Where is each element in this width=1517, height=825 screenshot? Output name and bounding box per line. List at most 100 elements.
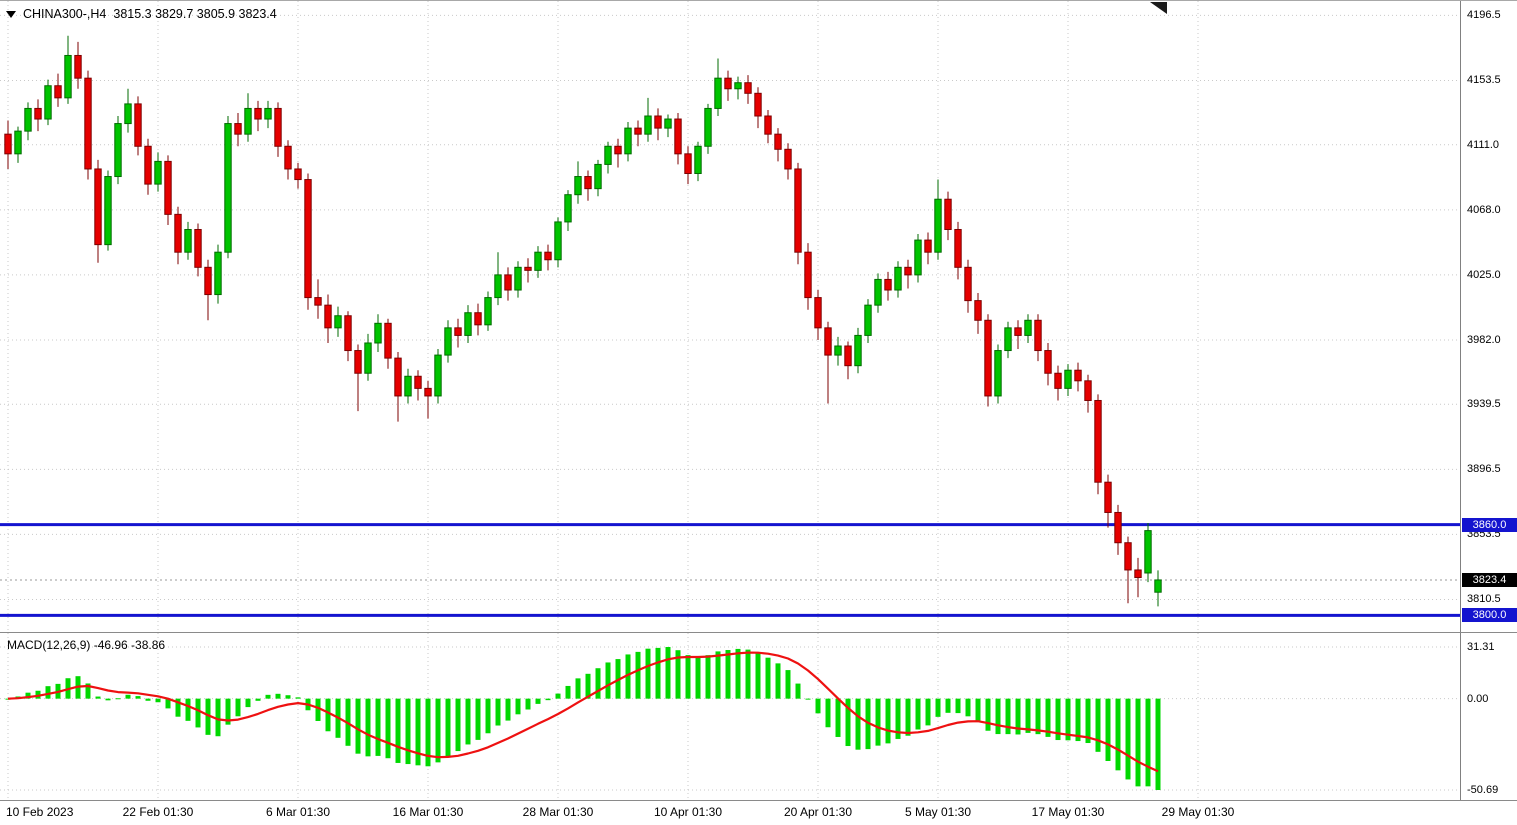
candle-bull	[714, 77, 722, 109]
macd-histogram-bar	[945, 698, 951, 713]
candle-bear	[794, 168, 802, 253]
macd-histogram-bar	[575, 678, 581, 699]
macd-histogram-bar	[665, 647, 671, 699]
candle-bear	[1114, 511, 1122, 544]
macd-histogram-bar	[1065, 698, 1071, 741]
candle-bear	[294, 168, 302, 181]
macd-histogram-bar	[235, 698, 241, 717]
candle-bear	[774, 133, 782, 150]
candle-bear	[354, 350, 362, 374]
price-axis-label: 4153.5	[1467, 74, 1501, 87]
macd-histogram-bar	[5, 698, 11, 700]
macd-histogram-bar	[385, 698, 391, 759]
macd-histogram-bar	[645, 648, 651, 699]
macd-histogram-bar	[1045, 698, 1051, 737]
macd-histogram-bar	[745, 649, 751, 699]
time-axis[interactable]: 10 Feb 2023 22 Feb 01:30 6 Mar 01:30 16 Mar…	[0, 801, 1517, 825]
macd-histogram-bar	[245, 698, 251, 708]
candle-bear	[904, 266, 912, 276]
current-price-badge: 3823.4	[1462, 572, 1517, 587]
candle-bear	[1044, 350, 1052, 374]
macd-histogram-bar	[815, 698, 821, 714]
price-axis-label: 3939.5	[1467, 398, 1501, 411]
candle-bull	[434, 354, 442, 397]
candle-bear	[84, 77, 92, 170]
panel-separator[interactable]	[0, 632, 1517, 633]
macd-axis[interactable]: 31.31 0.00 -50.69	[1460, 633, 1517, 800]
candle-bear	[824, 327, 832, 356]
macd-indicator-area[interactable]	[0, 633, 1460, 800]
macd-histogram-bar	[165, 698, 171, 709]
candle-bull	[224, 123, 232, 253]
macd-histogram-bar	[675, 650, 681, 699]
macd-histogram-bar	[695, 656, 701, 699]
candle-bear	[474, 312, 482, 326]
macd-histogram-bar	[485, 698, 491, 734]
candle-bull	[664, 118, 672, 129]
macd-histogram-bar	[1075, 698, 1081, 742]
macd-histogram-bar	[915, 698, 921, 730]
candle-bear	[744, 82, 752, 94]
macd-histogram-bar	[225, 698, 231, 725]
macd-histogram-bar	[825, 698, 831, 728]
macd-histogram-bar	[875, 698, 881, 746]
macd-histogram-bar	[265, 694, 271, 699]
price-axis-label: 4068.0	[1467, 203, 1501, 216]
macd-histogram-bar	[255, 698, 261, 701]
price-axis[interactable]: 4196.5 4153.5 4111.0 4068.0 4025.0 3982.0 3939…	[1460, 1, 1517, 632]
candle-bull	[184, 228, 192, 253]
macd-histogram-bar	[395, 698, 401, 763]
macd-histogram-bar	[885, 698, 891, 744]
macd-histogram-bar	[205, 698, 211, 735]
macd-histogram-bar	[755, 652, 761, 699]
candle-bull	[114, 123, 122, 178]
time-axis-label: 10 Apr 01:30	[653, 805, 723, 819]
price-chart-area[interactable]	[0, 1, 1460, 632]
price-axis-label: 3896.5	[1467, 463, 1501, 476]
macd-histogram-bar	[795, 683, 801, 699]
macd-histogram-bar	[375, 698, 381, 756]
candle-bear	[544, 251, 552, 261]
macd-indicator-label: MACD(12,26,9) -46.96 -38.86	[7, 638, 166, 652]
candle-bear	[194, 228, 202, 268]
candle-bear	[1124, 542, 1132, 571]
macd-histogram-bar	[515, 698, 521, 715]
macd-histogram-bar	[565, 685, 571, 699]
time-axis-label: 10 Feb 2023	[6, 805, 74, 819]
macd-histogram-bar	[295, 697, 301, 699]
candle-bear	[1054, 372, 1062, 389]
candle-bull	[604, 145, 612, 165]
candle-bull	[514, 266, 522, 291]
candle-bear	[1074, 369, 1082, 382]
candle-bull	[334, 315, 342, 329]
candle-bear	[844, 345, 852, 367]
candle-bear	[254, 107, 262, 120]
candle-bear	[684, 153, 692, 175]
candle-bear	[724, 77, 732, 90]
macd-histogram-bar	[1015, 698, 1021, 735]
candle-bear	[94, 168, 102, 246]
candle-bull	[854, 334, 862, 367]
macd-histogram-bar	[115, 698, 121, 700]
macd-histogram	[5, 647, 1161, 790]
macd-histogram-bar	[1085, 698, 1091, 744]
candle-bear	[784, 148, 792, 170]
macd-histogram-bar	[185, 698, 191, 721]
price-level-badge[interactable]: 3800.0	[1462, 608, 1517, 623]
price-level-badge[interactable]: 3860.0	[1462, 517, 1517, 532]
candle-bear	[424, 387, 432, 397]
candle-bear	[144, 145, 152, 185]
candle-bear	[764, 115, 772, 135]
candle-bull	[404, 375, 412, 397]
macd-histogram-bar	[735, 648, 741, 699]
macd-histogram-bar	[525, 698, 531, 710]
macd-histogram-bar	[685, 655, 691, 699]
macd-axis-label: 0.00	[1467, 692, 1489, 705]
candle-bear	[654, 115, 662, 129]
time-axis-label: 6 Mar 01:30	[265, 805, 331, 819]
symbol-dropdown-icon[interactable]	[6, 10, 16, 18]
macd-histogram-bar	[1105, 698, 1111, 761]
chart-shift-marker-icon[interactable]	[1150, 2, 1167, 14]
macd-histogram-bar	[975, 698, 981, 721]
macd-histogram-bar	[835, 698, 841, 737]
